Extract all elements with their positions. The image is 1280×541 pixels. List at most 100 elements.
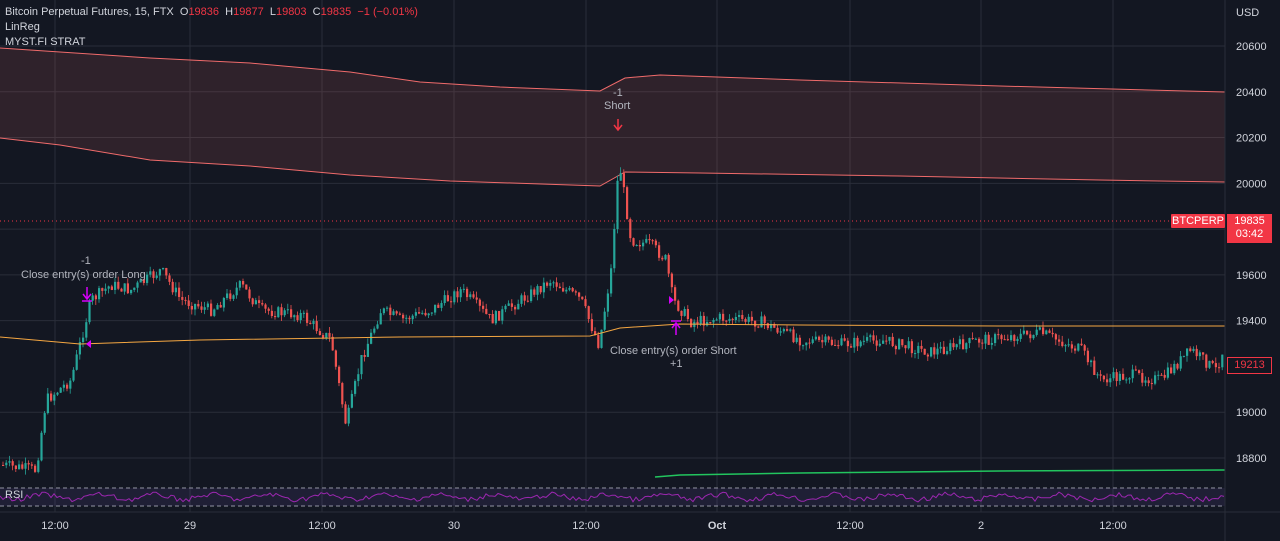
candle xyxy=(126,278,129,295)
close-long-arrow-icon xyxy=(82,287,92,302)
candle-body xyxy=(107,286,110,289)
candle-body xyxy=(850,346,853,348)
candle-body xyxy=(1218,367,1221,369)
close-label: C xyxy=(312,6,321,18)
candle-body xyxy=(290,309,293,318)
candle-body xyxy=(1102,375,1105,380)
candle-body xyxy=(901,339,904,346)
candle-body xyxy=(1182,355,1185,357)
candle xyxy=(638,240,641,252)
candle-body xyxy=(875,340,878,346)
linreg-band xyxy=(0,48,1225,186)
candle-body xyxy=(293,315,296,318)
candle xyxy=(795,333,798,344)
ohlc-row: Bitcoin Perpetual Futures, 15, FTX O1983… xyxy=(5,5,418,20)
candle-body xyxy=(750,316,753,321)
candle xyxy=(1160,373,1163,376)
candle xyxy=(770,320,773,332)
candle-body xyxy=(843,338,846,341)
candle xyxy=(104,283,107,295)
indicator-strat[interactable]: MYST.FI STRAT xyxy=(5,36,86,48)
candle xyxy=(827,335,830,343)
indicator-linreg[interactable]: LinReg xyxy=(5,21,40,33)
candle-body xyxy=(542,282,545,293)
candle-body xyxy=(1042,327,1045,335)
candle xyxy=(251,297,254,307)
candle-body xyxy=(622,173,625,188)
candle-body xyxy=(798,337,801,346)
candle xyxy=(587,305,590,323)
candle xyxy=(434,304,437,316)
candle-body xyxy=(120,288,123,292)
grid xyxy=(0,0,1225,512)
candle-body xyxy=(856,337,859,347)
candle-body xyxy=(760,316,763,328)
time-axis[interactable]: 12:00 29 12:00 30 12:00 Oct 12:00 2 12:00 xyxy=(41,520,1127,532)
candle xyxy=(350,390,353,409)
candle xyxy=(370,329,373,345)
candle xyxy=(920,340,923,353)
candle xyxy=(203,301,206,315)
candle-body xyxy=(594,331,597,336)
candle-body xyxy=(222,298,225,308)
candle-body xyxy=(827,336,830,340)
candle xyxy=(283,308,286,318)
candle-body xyxy=(766,323,769,329)
candle xyxy=(184,296,187,305)
rsi-label[interactable]: RSI xyxy=(5,489,23,501)
candle xyxy=(840,334,843,347)
candle xyxy=(18,460,21,470)
candle xyxy=(178,282,181,302)
candle xyxy=(101,287,104,297)
candle-body xyxy=(331,336,334,351)
candle-body xyxy=(818,336,821,341)
candle xyxy=(744,317,747,325)
symbol-title[interactable]: Bitcoin Perpetual Futures, 15, FTX xyxy=(5,6,174,18)
candle-body xyxy=(942,346,945,354)
candle xyxy=(482,301,485,313)
candle xyxy=(990,337,993,350)
candle-body xyxy=(1154,375,1157,384)
time-tick-label: 2 xyxy=(978,520,984,532)
candle xyxy=(354,379,357,397)
candle-body xyxy=(427,313,430,316)
candle-body xyxy=(962,339,965,350)
candle xyxy=(776,324,779,335)
candle xyxy=(613,223,616,273)
candle-body xyxy=(584,299,587,307)
candle xyxy=(418,306,421,315)
candle xyxy=(366,338,369,358)
candle-body xyxy=(133,287,136,290)
candle-body xyxy=(533,289,536,295)
rsi-fill xyxy=(0,488,1225,506)
candle-body xyxy=(2,465,5,466)
candle xyxy=(766,322,769,331)
candle-body xyxy=(434,304,437,313)
candle xyxy=(107,285,110,294)
candle xyxy=(510,299,513,312)
candle xyxy=(1208,360,1211,369)
candle-body xyxy=(437,304,440,308)
candle xyxy=(299,309,302,324)
candle-body xyxy=(338,366,341,384)
price-axis[interactable]: 20600 20400 20200 20000 19600 19400 19000 18800 xyxy=(1236,41,1267,465)
candle-body xyxy=(456,291,459,298)
candle xyxy=(754,320,757,332)
candle xyxy=(504,304,507,313)
candle xyxy=(517,299,520,310)
candle-body xyxy=(667,254,670,274)
candle xyxy=(1010,330,1013,342)
candle xyxy=(162,267,165,271)
candle xyxy=(165,267,168,280)
candle-body xyxy=(280,307,283,316)
candle xyxy=(210,299,213,317)
close-value: 19835 xyxy=(320,6,352,18)
candle-body xyxy=(1000,335,1003,340)
candle xyxy=(994,332,997,347)
candle-body xyxy=(581,296,584,300)
candle-body xyxy=(744,318,747,322)
candle xyxy=(526,295,529,303)
candle-body xyxy=(34,465,37,472)
candle xyxy=(2,461,5,466)
